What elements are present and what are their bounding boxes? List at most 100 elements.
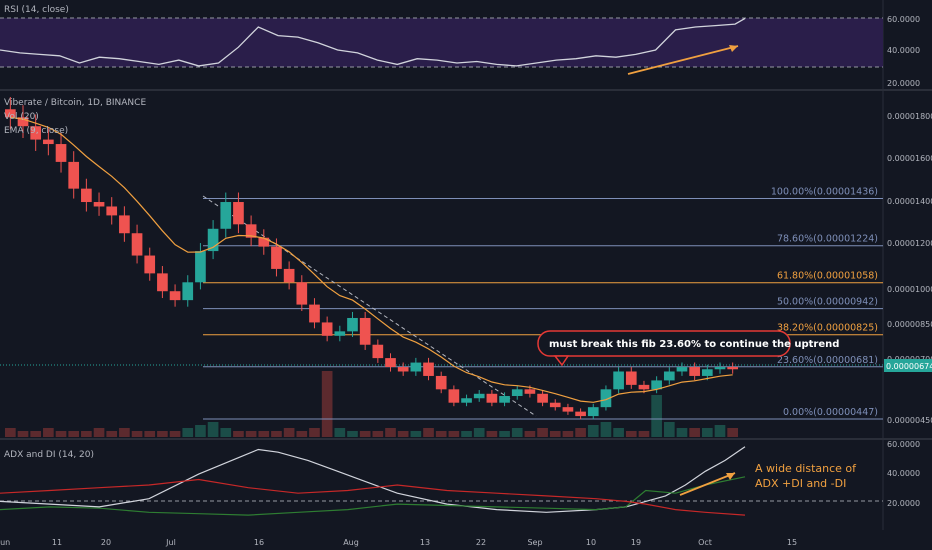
candle-body: [43, 139, 54, 145]
time-axis-label: Aug: [343, 538, 359, 547]
volume-bar: [537, 428, 548, 437]
fib-level-label: 78.60%(0.00001224): [777, 234, 878, 245]
volume-bar: [423, 428, 434, 437]
rsi-axis-tick-label: 40.0000: [887, 46, 920, 55]
candle-body: [549, 402, 561, 408]
volume-bar: [283, 428, 295, 437]
candle-body: [701, 369, 713, 376]
fib-level-label: 50.00%(0.00000942): [777, 297, 878, 308]
time-axis: Jun 11 20 Jul 16 Aug 13 22 Sep 10 19 Oct 15: [0, 538, 797, 547]
annotation-box: [537, 330, 791, 357]
candle-body: [334, 331, 346, 336]
volume-bar: [5, 428, 16, 437]
candle-body: [625, 371, 637, 385]
volume-bar: [651, 395, 662, 437]
rsi-axis-tick-label: 60.0000: [887, 15, 920, 24]
rsi-legend[interactable]: RSI (14, close): [4, 5, 69, 15]
volume-legend: Vol (20): [4, 112, 39, 122]
volume-bar: [461, 431, 472, 437]
rsi-axis-tick-label: 20.0000: [887, 79, 920, 88]
fib-level-label: 100.00%(0.00001436): [771, 186, 878, 197]
volume-bar: [106, 431, 118, 437]
fib-level-label: 23.60%(0.00000681): [777, 355, 878, 366]
candle-body: [423, 362, 434, 376]
time-axis-label: Sep: [527, 538, 542, 547]
volume-bar: [55, 431, 67, 437]
price-pane: 100.00%(0.00001436) 78.60%(0.00001224) 61.…: [0, 96, 932, 437]
annotation-pointer: [553, 355, 570, 367]
price-tag: 0.00000674: [886, 362, 932, 371]
volume-bar: [131, 431, 143, 437]
volume-bar: [182, 428, 194, 437]
adx-legend[interactable]: ADX and DI (14, 20): [4, 450, 94, 460]
time-axis-label: 15: [787, 538, 797, 547]
candle-body: [233, 202, 244, 225]
volume-bar: [689, 428, 700, 437]
adx-annotation-line-2: ADX +DI and -DI: [755, 477, 846, 490]
downtrend-line[interactable]: [202, 195, 537, 417]
fib-level-label: 38.20%(0.00000825): [777, 323, 878, 334]
volume-bar: [587, 425, 599, 437]
time-axis-label: 16: [254, 538, 264, 547]
volume-bar: [195, 425, 206, 437]
adx-pane: A wide distance of ADX +DI and -DI ADX a…: [0, 440, 920, 516]
volume-bar: [321, 371, 333, 437]
candle-body: [347, 317, 358, 332]
adx-axis-tick-label: 40.0000: [887, 469, 920, 478]
time-axis-label: Oct: [698, 538, 712, 547]
candle-body: [359, 317, 371, 345]
time-axis-label: Jul: [165, 538, 176, 547]
volume-bar: [499, 431, 510, 437]
price-axis-tick-label: 0.00001000: [887, 285, 932, 294]
volume-bar: [245, 431, 257, 437]
candle-body: [131, 233, 143, 256]
fib-level-label: 61.80%(0.00001058): [777, 271, 878, 282]
volume-bar: [638, 431, 650, 437]
volume-bar: [625, 431, 637, 437]
time-axis-label: 20: [101, 538, 111, 547]
volume-bar: [701, 428, 713, 437]
volume-bar: [397, 431, 409, 437]
candle-body: [309, 304, 320, 323]
symbol-legend: Viberate / Bitcoin, 1D, BINANCE: [4, 98, 146, 108]
candle-body: [537, 393, 548, 403]
volume-bar: [43, 428, 54, 437]
fib-level-label: 0.00%(0.00000447): [783, 407, 878, 418]
candle-body: [321, 322, 333, 336]
price-axis-tick-label: 0.00001400: [887, 197, 932, 206]
candle-body: [144, 255, 156, 274]
volume-bar: [30, 431, 42, 437]
minus-di-line: [0, 478, 746, 516]
candle-body: [689, 367, 700, 376]
volume-bar: [93, 428, 105, 437]
candle-body: [30, 126, 42, 140]
candle-body: [562, 407, 574, 412]
volume-bar: [613, 428, 624, 437]
candle-body: [613, 371, 624, 390]
volume-bar: [714, 425, 726, 437]
candle-body: [575, 411, 586, 417]
candle-body: [410, 362, 422, 372]
annotation-callout[interactable]: must break this fib 23.60% to continue t…: [537, 330, 839, 367]
adx-trend-arrowhead: [726, 473, 735, 480]
volume-bar: [81, 431, 92, 437]
volume-bar: [385, 428, 396, 437]
adx-trend-arrow: [679, 472, 736, 496]
time-axis-label: 13: [420, 538, 430, 547]
candle-body: [106, 206, 118, 216]
volume-bar: [258, 431, 270, 437]
volume-bar: [296, 431, 308, 437]
price-legend[interactable]: Viberate / Bitcoin, 1D, BINANCE Vol (20)…: [4, 98, 146, 136]
volume-bar: [600, 422, 612, 437]
plus-di-line: [0, 476, 746, 516]
candle-body: [17, 117, 29, 127]
price-axis-tick-label: 0.00000850: [887, 320, 932, 329]
rsi-trend-arrowhead: [729, 45, 738, 52]
candle-body: [435, 375, 447, 390]
volume-bar: [372, 431, 384, 437]
volume-bars: [5, 371, 738, 437]
candle-body: [296, 282, 308, 305]
time-axis-label: 10: [586, 538, 596, 547]
candle-body: [397, 367, 409, 372]
